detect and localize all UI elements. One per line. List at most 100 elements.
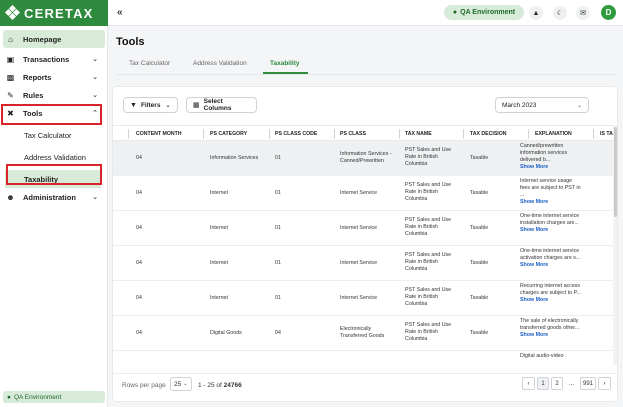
page-button[interactable]: 1 <box>537 377 549 390</box>
table-scrollbar[interactable] <box>613 125 617 365</box>
cell-ps-class: Internet Service <box>340 295 378 301</box>
sidebar-item-transactions[interactable]: ▣ Transactions ⌄ <box>0 50 108 68</box>
tab-taxability[interactable]: Taxability <box>270 60 300 67</box>
explanation-text: Recurring internet access charges are su… <box>520 283 581 296</box>
page-button[interactable]: 991 <box>580 377 596 390</box>
column-header[interactable]: IS TAX <box>600 131 617 137</box>
column-header[interactable]: TAX DECISION <box>470 131 507 137</box>
prev-page-button[interactable]: ‹ <box>522 377 535 390</box>
table-row[interactable]: 04 Digital Goods 04 Electronically Trans… <box>113 316 617 351</box>
cell-ps-category: Digital Goods <box>210 330 242 336</box>
total-count: 24766 <box>223 382 242 389</box>
table-row[interactable]: 04 Internet 01 Internet Service PST Sale… <box>113 211 617 246</box>
sidebar-subitem-tax-calculator[interactable]: Tax Calculator <box>0 126 108 144</box>
table-row[interactable]: 04 Information Services 01 Information S… <box>113 141 617 176</box>
filter-icon: ▼ <box>130 101 137 109</box>
cell-content-month: 04 <box>136 330 142 336</box>
sidebar-item-label: Rules <box>23 90 44 100</box>
avatar[interactable]: D <box>601 5 616 20</box>
tools-tabs: Tax Calculator Address Validation Taxabi… <box>116 57 616 75</box>
bell-icon[interactable]: ▲ <box>529 6 543 20</box>
sidebar-subitem-label: Tax Calculator <box>24 130 72 140</box>
environment-pill[interactable]: ● QA Environment <box>444 5 524 20</box>
column-divider <box>463 129 464 139</box>
cell-ps-class-code: 01 <box>275 225 281 231</box>
cell-ps-class-code: 01 <box>275 190 281 196</box>
environment-label: QA Environment <box>13 393 62 401</box>
show-more-link[interactable]: Show More <box>520 262 549 268</box>
select-columns-label: Select Columns <box>203 98 232 112</box>
chevron-down-icon: ⌄ <box>92 92 98 99</box>
show-more-link[interactable]: Show More <box>520 164 549 170</box>
sidebar-item-reports[interactable]: ▩ Reports ⌄ <box>0 68 108 86</box>
cell-ps-class-code: 01 <box>275 260 281 266</box>
tab-address-validation[interactable]: Address Validation <box>193 60 247 67</box>
select-columns-button[interactable]: ▦ Select Columns <box>186 97 257 113</box>
filters-button[interactable]: ▼ Filters ⌄ <box>123 97 178 113</box>
logo-text: CERETAX <box>24 5 94 21</box>
cell-ps-category: Information Services <box>210 155 259 161</box>
pagination-range: 1 - 25 of 24766 <box>198 382 242 389</box>
highlight-taxability <box>6 164 102 185</box>
environment-label: QA Environment <box>460 9 516 16</box>
environment-badge: ● QA Environment <box>3 391 105 403</box>
column-header[interactable]: TAX NAME <box>405 131 432 137</box>
column-divider <box>528 129 529 139</box>
cell-ps-category: Internet <box>210 190 228 196</box>
cell-ps-category: Internet <box>210 295 228 301</box>
column-header[interactable]: CONTENT MONTH <box>136 131 182 137</box>
month-select[interactable]: March 2023 ⌄ <box>495 97 589 113</box>
column-header[interactable]: EXPLANATION <box>535 131 572 137</box>
rows-per-page-select[interactable]: 25 ⌄ <box>170 377 192 391</box>
next-page-button[interactable]: › <box>598 377 611 390</box>
show-more-link[interactable]: Show More <box>520 199 549 205</box>
page-title: Tools <box>116 36 145 48</box>
column-header[interactable]: PS CLASS CODE <box>275 131 318 137</box>
table-row[interactable]: 04 Internet 01 Internet Service PST Sale… <box>113 281 617 316</box>
table-row[interactable]: 04 Internet 01 Internet Service PST Sale… <box>113 176 617 211</box>
home-icon: ⌂ <box>8 34 13 44</box>
sidebar-item-rules[interactable]: ✎ Rules ⌄ <box>0 86 108 104</box>
chevron-down-icon: ⌄ <box>576 103 582 109</box>
rules-icon: ✎ <box>7 90 14 100</box>
cell-explanation: Digital audio-video <box>520 353 582 360</box>
taxability-table: CONTENT MONTH PS CATEGORY PS CLASS CODE … <box>113 125 617 371</box>
table-row[interactable]: 04 Internet 01 Internet Service PST Sale… <box>113 246 617 281</box>
show-more-link[interactable]: Show More <box>520 297 549 303</box>
tab-tax-calculator[interactable]: Tax Calculator <box>129 60 171 67</box>
logo-bar[interactable]: CERETAX <box>0 0 108 26</box>
page-button[interactable]: 2 <box>551 377 563 390</box>
sidebar-item-label: Homepage <box>23 34 62 44</box>
rows-per-page-label: Rows per page <box>122 382 166 389</box>
cell-tax-name: PST Sales and Use Rate in British Columb… <box>405 217 452 237</box>
users-icon: ● <box>452 9 458 16</box>
chevron-down-icon: ⌄ <box>165 102 171 109</box>
sidebar-item-administration[interactable]: ☻ Administration ⌄ <box>0 188 108 206</box>
sidebar: CERETAX ⌂ Homepage ▣ Transactions ⌄ ▩ Re… <box>0 0 108 407</box>
show-more-link[interactable]: Show More <box>520 332 549 338</box>
column-header[interactable]: PS CLASS <box>340 131 366 137</box>
sidebar-subitem-address-validation[interactable]: Address Validation <box>0 148 108 166</box>
sidebar-item-homepage[interactable]: ⌂ Homepage <box>3 30 105 48</box>
cell-ps-class-code: 04 <box>275 330 281 336</box>
show-more-link[interactable]: Show More <box>520 227 549 233</box>
cell-content-month: 04 <box>136 225 142 231</box>
filters-label: Filters <box>140 101 161 109</box>
column-header[interactable]: PS CATEGORY <box>210 131 248 137</box>
cell-tax-name: PST Sales and Use Rate in British Columb… <box>405 147 452 167</box>
sidebar-item-tools[interactable]: ✖ Tools ⌃ <box>0 104 108 122</box>
column-divider <box>399 129 400 139</box>
table-footer: Rows per page 25 ⌄ 1 - 25 of 24766 ‹ 1 2… <box>113 373 617 401</box>
sidebar-item-label: Reports <box>23 72 52 82</box>
chevron-down-icon: ⌄ <box>92 74 98 81</box>
table-row[interactable]: Digital audio-video <box>113 351 617 371</box>
cell-explanation: One-time internet service installation c… <box>520 213 582 234</box>
moon-icon[interactable]: ☾ <box>553 6 567 20</box>
scrollbar-thumb[interactable] <box>614 127 617 217</box>
cell-tax-decision: Taxable <box>470 225 489 231</box>
chat-icon[interactable]: ✉ <box>576 6 590 20</box>
sidebar-subitem-label: Taxability <box>24 174 59 184</box>
collapse-sidebar-button[interactable]: « <box>117 7 123 18</box>
cell-ps-class-code: 01 <box>275 155 281 161</box>
taxability-card: ▼ Filters ⌄ ▦ Select Columns March 2023 … <box>112 86 618 402</box>
